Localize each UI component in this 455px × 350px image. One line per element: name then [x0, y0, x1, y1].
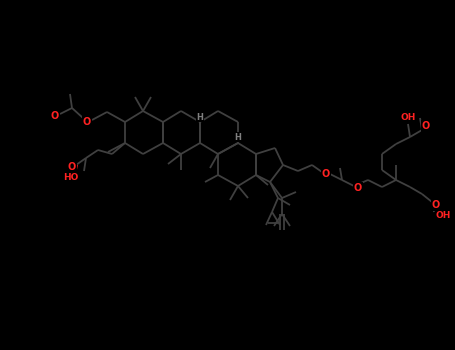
Text: O: O — [83, 117, 91, 127]
Text: O: O — [422, 121, 430, 131]
Text: O: O — [432, 200, 440, 210]
Text: O: O — [354, 183, 362, 193]
Text: OH: OH — [436, 211, 451, 220]
Text: OH: OH — [400, 113, 416, 122]
Text: HO: HO — [63, 173, 78, 182]
Text: O: O — [322, 169, 330, 179]
Text: H: H — [235, 133, 242, 141]
Text: O: O — [51, 111, 59, 121]
Text: H: H — [197, 112, 203, 121]
Text: O: O — [68, 162, 76, 172]
